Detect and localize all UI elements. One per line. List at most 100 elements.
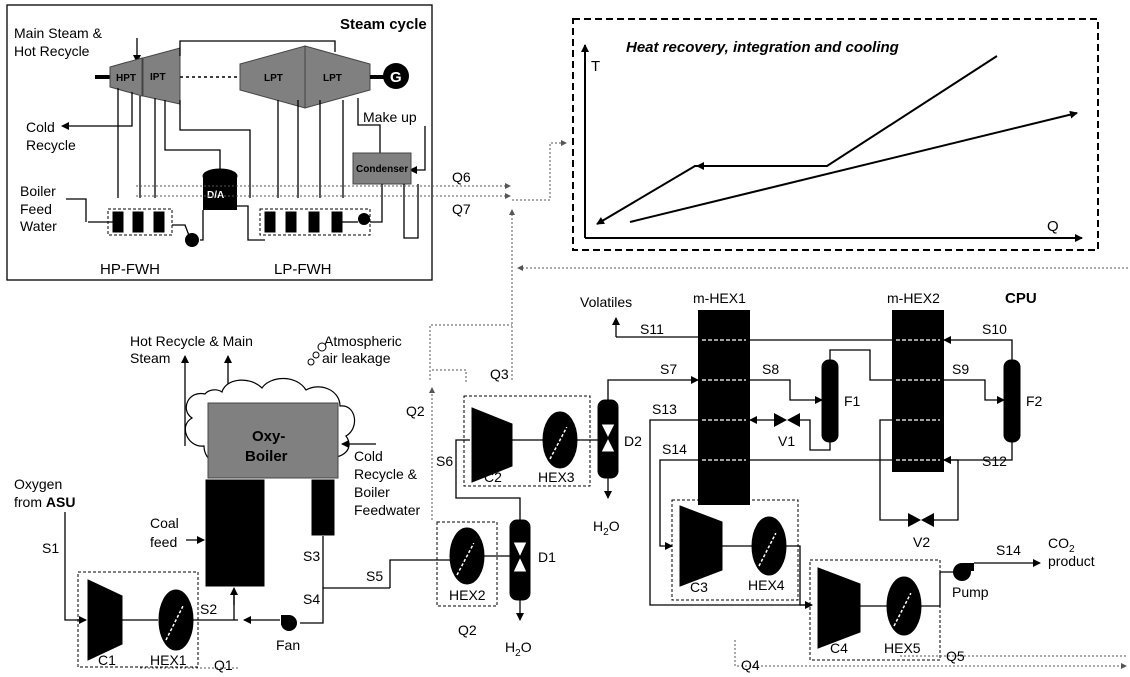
condenser-label: Condenser	[356, 164, 408, 175]
lp-fwh-label: LP-FWH	[274, 261, 332, 278]
coal-feed-label-2: feed	[150, 534, 177, 550]
f1-label: F1	[844, 393, 861, 409]
s6-label: S6	[436, 453, 453, 469]
bfw-label-2: Feed	[20, 201, 52, 217]
cpu-title: CPU	[1005, 290, 1037, 307]
s3-label: S3	[303, 548, 320, 564]
s14-lower-label: S14	[996, 542, 1021, 558]
cold-recycle-bfw-label-3: Boiler	[354, 484, 390, 500]
s9-label: S9	[952, 361, 969, 377]
mhex2-label: m-HEX2	[887, 290, 940, 306]
boiler-backpass	[311, 479, 335, 536]
hp-fwh-1	[112, 211, 124, 233]
deaerator-label: D/A	[207, 190, 224, 201]
compressor-c3	[679, 505, 723, 587]
condenser	[352, 152, 412, 185]
hex4-label: HEX4	[748, 577, 785, 593]
q6-label: Q6	[452, 169, 471, 185]
q3-label: Q3	[490, 366, 509, 382]
lpt1-label: LPT	[264, 73, 283, 84]
mhex1-exchanger	[698, 310, 750, 505]
v2-label: V2	[913, 534, 930, 550]
compressor-c2	[471, 407, 513, 483]
oxygen-label-1: Oxygen	[14, 476, 62, 492]
condensate-pump-icon	[358, 213, 370, 225]
flash-f2	[1003, 359, 1021, 443]
c1-label: C1	[98, 652, 116, 668]
co2-label-1: CO2	[1048, 535, 1075, 555]
lp-fwh-1	[264, 211, 276, 233]
deaerator	[203, 176, 237, 210]
c3-label: C3	[690, 579, 708, 595]
d1-bed-icon	[512, 541, 528, 573]
s12-label: S12	[982, 453, 1007, 469]
d2-bed-icon	[600, 423, 616, 453]
mhex1-label: m-HEX1	[693, 290, 746, 306]
make-up-label: Make up	[363, 109, 417, 125]
oxy-boiler-section: Hot Recycle & Main Steam Atmospheric air…	[14, 333, 420, 587]
compressor-c1	[87, 579, 123, 661]
q5-label: Q5	[946, 648, 965, 664]
main-steam-label-1: Main Steam &	[14, 25, 103, 41]
volatiles-label: Volatiles	[580, 294, 632, 310]
s5-label: S5	[366, 568, 383, 584]
steam-cycle-panel: Steam cycle Main Steam & Hot Recycle HPT…	[6, 4, 511, 281]
coal-feed-label-1: Coal	[150, 515, 179, 531]
hex2-box	[436, 521, 498, 607]
steam-cycle-title: Steam cycle	[340, 16, 427, 33]
mhex2-exchanger	[892, 310, 944, 472]
c3-hex4-box	[671, 499, 799, 601]
cold-recycle-bfw-label-4: Feedwater	[354, 502, 420, 518]
generator-icon	[383, 63, 409, 89]
c4-label: C4	[830, 640, 848, 656]
pump-label: Pump	[952, 584, 989, 600]
ipt-label: IPT	[150, 72, 166, 83]
valve-v1-icon	[774, 413, 787, 427]
steam-cycle-frame	[6, 4, 433, 281]
main-steam-label-2: Hot Recycle	[14, 43, 90, 59]
lp-fwh-4	[331, 211, 343, 233]
s13-label: S13	[652, 401, 677, 417]
s14-upper-label: S14	[662, 441, 687, 457]
valve-v2-icon	[908, 513, 921, 527]
s2-label: S2	[200, 601, 217, 617]
hp-fwh-3	[153, 211, 165, 233]
s1-label: S1	[42, 540, 59, 556]
hot-recycle-label-2: Steam	[130, 350, 170, 366]
c2-hex3-box	[463, 395, 591, 487]
oxygen-label-2: from ASU	[14, 494, 75, 510]
q1-label: Q1	[214, 657, 233, 673]
compressor-c4	[817, 567, 861, 649]
s11-label: S11	[640, 321, 664, 337]
cold-recycle-label-1: Cold	[26, 119, 55, 135]
hpt-label: HPT	[116, 73, 136, 84]
s10-label: S10	[982, 321, 1007, 337]
fan-label: Fan	[276, 637, 300, 653]
hp-fwh-2	[132, 211, 144, 233]
cold-recycle-bfw-label-1: Cold	[354, 448, 383, 464]
oxy-boiler	[207, 402, 339, 479]
atmospheric-label-2: air leakage	[322, 350, 391, 366]
hp-fwh-label: HP-FWH	[100, 261, 160, 278]
s4-label: S4	[303, 591, 320, 607]
atmospheric-label-1: Atmospheric	[324, 333, 402, 349]
hex1-label: HEX1	[150, 652, 187, 668]
heat-recovery-panel: Heat recovery, integration and cooling T…	[572, 18, 1099, 251]
s7-label: S7	[660, 361, 677, 377]
h2o-upper-label: H2O	[593, 518, 620, 538]
t-axis-label: T	[591, 58, 600, 75]
lp-fwh-3	[308, 211, 320, 233]
c4-hex5-box	[809, 559, 941, 661]
bfw-label-1: Boiler	[20, 183, 56, 199]
oxy-boiler-label-2: Boiler	[245, 448, 288, 465]
c2-label: C2	[484, 469, 502, 485]
co2-label-2: product	[1048, 553, 1095, 569]
d1-label: D1	[538, 549, 556, 565]
heat-recovery-frame	[572, 18, 1099, 251]
heat-recovery-title: Heat recovery, integration and cooling	[626, 39, 899, 56]
q7-label: Q7	[452, 201, 471, 217]
h2o-lower-label: H2O	[505, 639, 532, 659]
generator-label: G	[390, 69, 402, 86]
f2-label: F2	[1026, 393, 1043, 409]
q2-upper-label: Q2	[406, 403, 425, 419]
